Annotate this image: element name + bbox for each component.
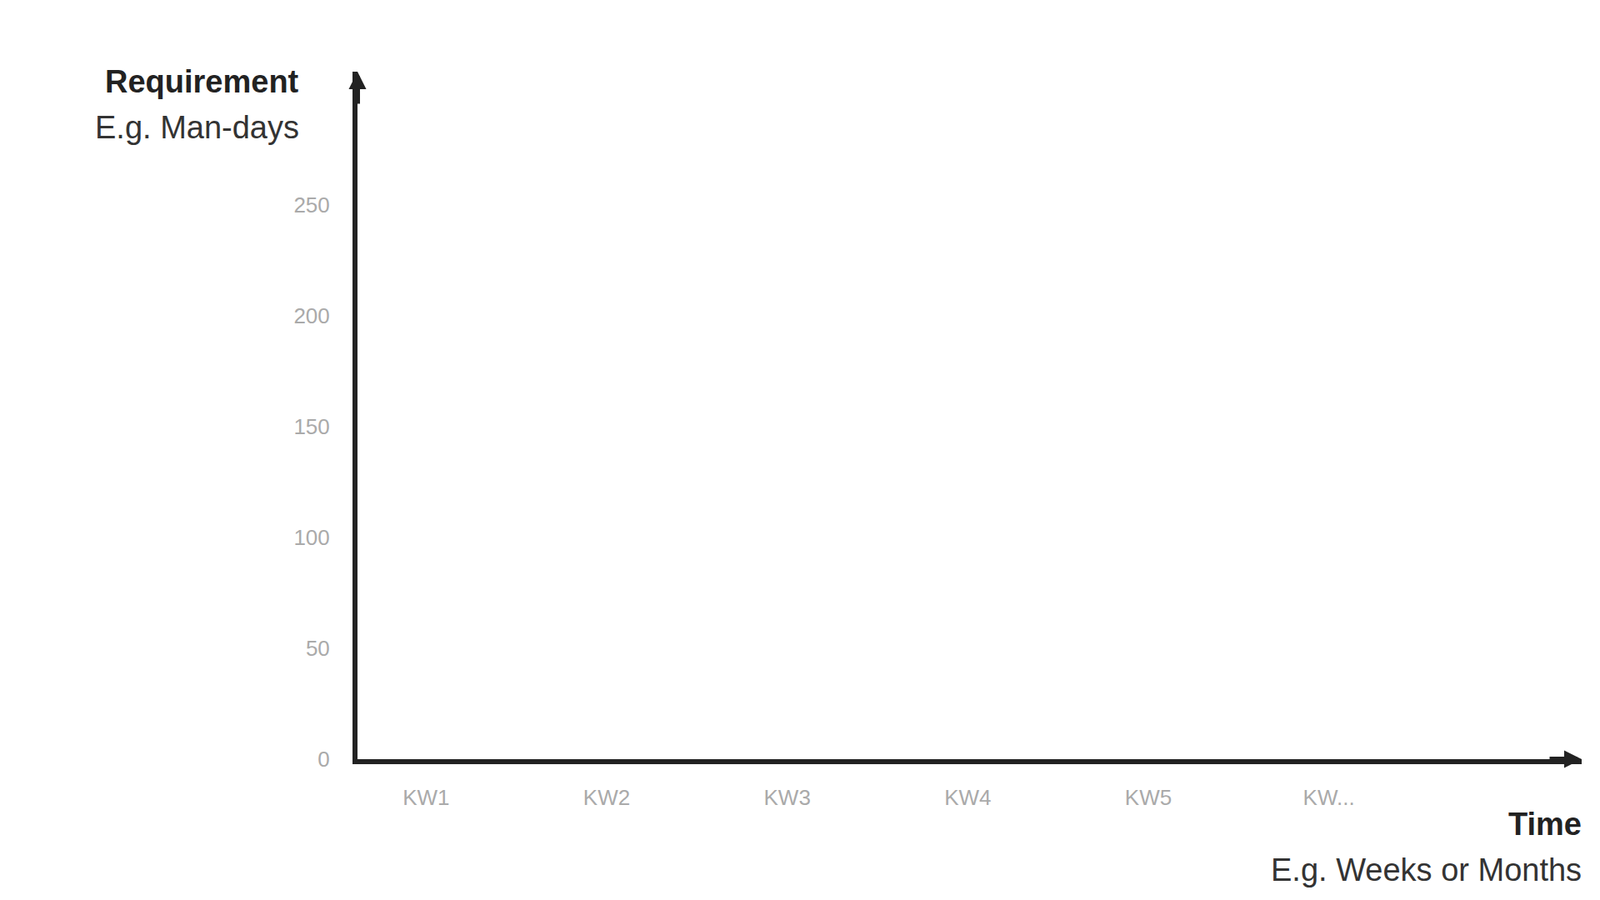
svg-text:KW3: KW3 [763,785,810,810]
svg-text:100: 100 [293,525,330,550]
svg-text:200: 200 [293,303,330,329]
svg-text:50: 50 [305,635,330,661]
svg-text:0: 0 [317,746,330,772]
svg-text:KW4: KW4 [944,785,991,810]
svg-text:Requirement: Requirement [105,64,300,100]
svg-text:E.g. Weeks or Months: E.g. Weeks or Months [1270,852,1582,888]
svg-text:150: 150 [293,414,330,440]
svg-text:KW2: KW2 [583,785,630,810]
svg-text:250: 250 [293,192,330,218]
svg-text:KW...: KW... [1303,785,1355,810]
svg-text:E.g. Man-days: E.g. Man-days [95,110,300,145]
svg-text:Time: Time [1508,806,1582,842]
svg-text:KW5: KW5 [1125,785,1172,810]
svg-text:KW1: KW1 [402,785,450,810]
